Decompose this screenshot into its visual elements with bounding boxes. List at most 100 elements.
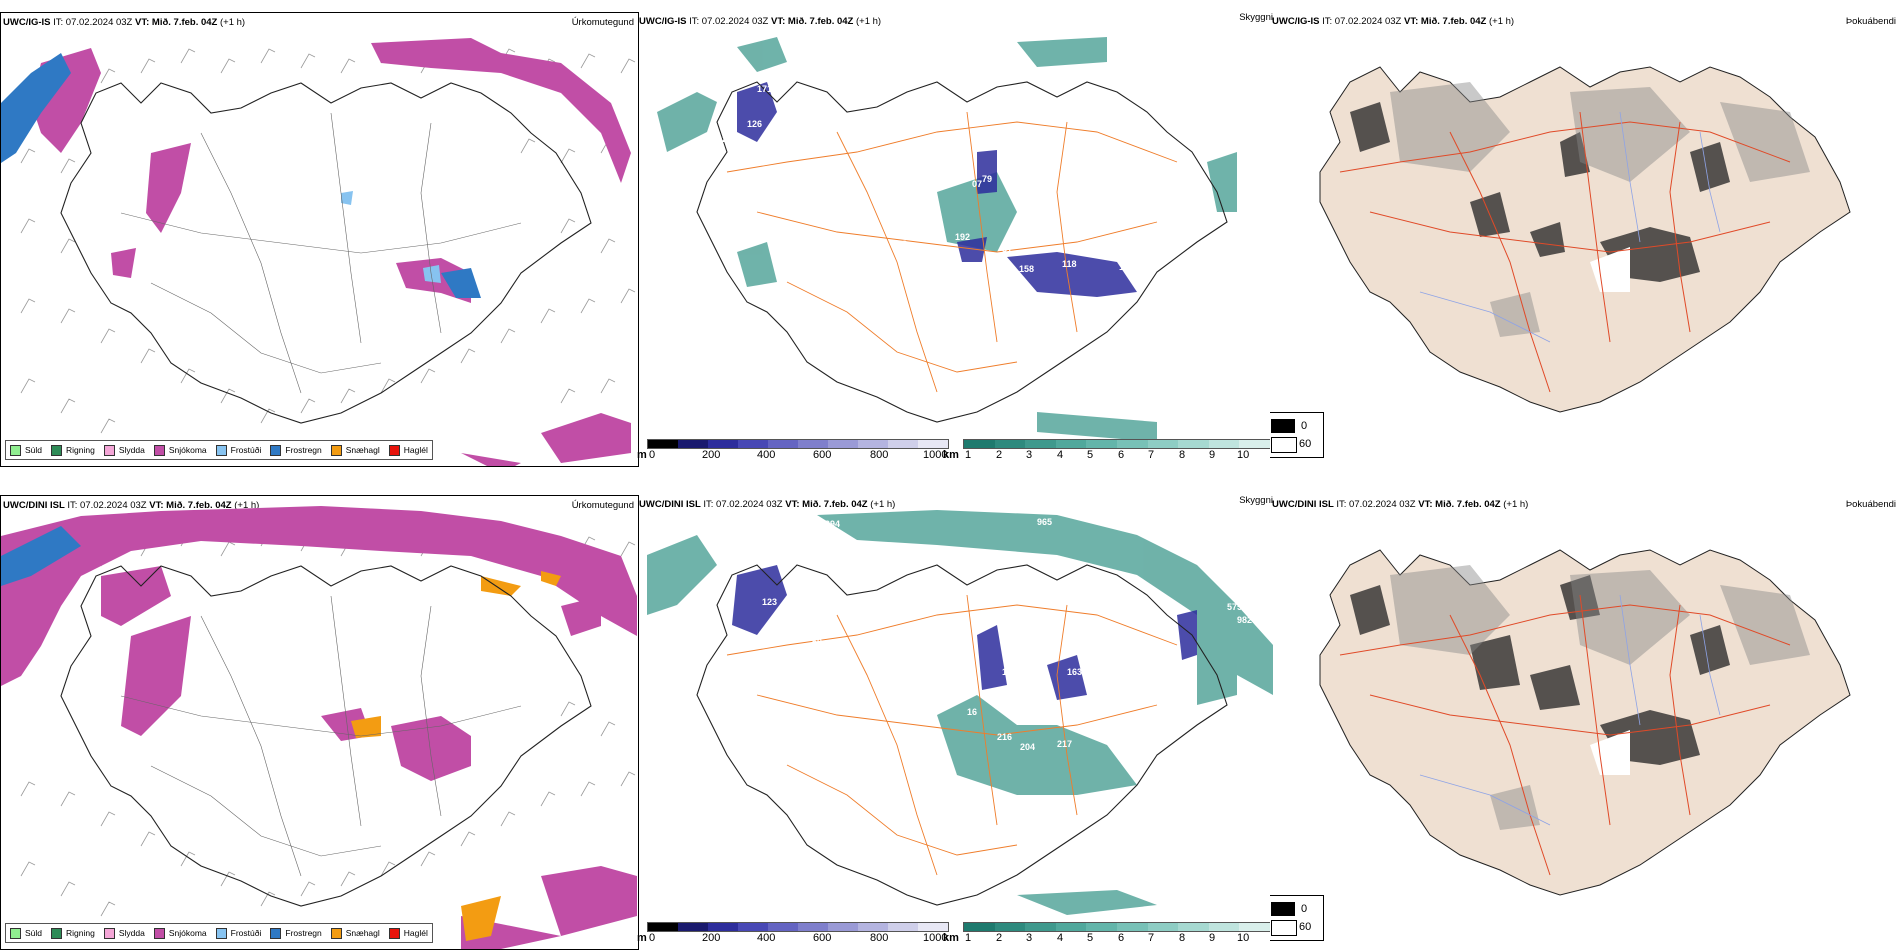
visibility-km-colorbar	[963, 439, 1271, 449]
vis-m-tick: 600	[813, 449, 832, 461]
vis-km-tick: 6	[1118, 932, 1125, 944]
row2-fog-title: UWC/DINI ISL IT: 07.02.2024 03Z VT: Mið.…	[1272, 499, 1529, 510]
legend-item: Frostregn	[270, 927, 322, 939]
freezing-rain-areas	[1, 526, 81, 586]
row2-visibility-panel: UWC/DINI ISL IT: 07.02.2024 03Z VT: Mið.…	[637, 495, 1273, 948]
vis-value: 360	[777, 69, 792, 79]
vis-km-tick: 5	[1087, 449, 1094, 461]
vis-value: 999	[737, 149, 752, 159]
vis-km-tick: 10	[1237, 449, 1250, 461]
roads-rivers	[120, 112, 522, 394]
row1-vis-title: UWC/IG-IS IT: 07.02.2024 03Z VT: Mið. 7.…	[639, 16, 882, 27]
legend-item: Snæhagl	[330, 444, 380, 456]
vis-km-tick: 5	[1087, 932, 1094, 944]
legend-item: Slydda	[103, 927, 145, 939]
row1-visibility-panel: UWC/IG-IS IT: 07.02.2024 03Z VT: Mið. 7.…	[637, 12, 1273, 465]
vis-value: 101	[767, 139, 782, 149]
iceland-outline	[60, 82, 592, 424]
legend-item: Haglél	[388, 927, 428, 939]
vis-value: 982	[1237, 615, 1252, 625]
vis-value: 118	[1062, 259, 1077, 269]
iceland-outline	[696, 564, 1228, 906]
fog-legend-high: 0	[1301, 420, 1308, 432]
vis-value: 288	[792, 662, 807, 672]
vis-m-tick: 400	[757, 932, 776, 944]
fog-legend: 0 60	[1270, 412, 1324, 458]
row1-fog-type-label: Þokuábendi	[1845, 16, 1896, 27]
wind-barbs	[20, 48, 636, 434]
vis-km-tick: 3	[1026, 932, 1033, 944]
vis-m-tick: 200	[702, 449, 721, 461]
vis-labels: 994 991 965 78 10 123 50 288 128 16 182 …	[757, 517, 1252, 917]
visibility-km-colorbar	[963, 922, 1271, 932]
iceland-outline	[60, 565, 592, 907]
row1-vis-map: 887 943 360 171 126 120 101 999 405 249 …	[657, 34, 1242, 442]
snow-areas	[1, 506, 637, 949]
vis-m-tick: 200	[702, 932, 721, 944]
vis-value: 994	[825, 519, 840, 529]
vis-km-unit: km	[943, 932, 959, 944]
vis-value: 126	[747, 119, 762, 129]
vis-value: 887	[822, 34, 837, 44]
row1-fog-map	[1319, 66, 1851, 413]
snow-pellet-areas	[351, 571, 561, 941]
precip-legend: Súld Rigning Slydda Snjókoma Frostúði Fr…	[5, 440, 433, 460]
vis-m-areas	[737, 82, 1137, 297]
freezing-rain-areas	[1, 53, 481, 298]
roads-rivers	[120, 595, 522, 877]
vis-value: 07	[972, 179, 982, 189]
row1-fog-title: UWC/IG-IS IT: 07.02.2024 03Z VT: Mið. 7.…	[1272, 16, 1515, 27]
vis-km-tick: 7	[1148, 449, 1155, 461]
road-network	[726, 111, 1178, 393]
vis-value: 115	[1137, 907, 1152, 917]
vis-km-tick: 7	[1148, 932, 1155, 944]
fog-legend-low: 60	[1299, 921, 1312, 933]
row1-precip-map	[1, 38, 636, 466]
vis-m-unit: m	[637, 932, 647, 944]
vis-km-tick: 8	[1179, 449, 1186, 461]
road-network	[1339, 111, 1791, 393]
precip-legend: Súld Rigning Slydda Snjókoma Frostúði Fr…	[5, 923, 433, 943]
vis-km-tick: 4	[1057, 449, 1064, 461]
vis-value: 965	[1037, 517, 1052, 527]
vis-km-tick: 10	[1237, 932, 1250, 944]
vis-m-tick: 1000	[923, 932, 948, 944]
vis-value: 16	[967, 707, 977, 717]
vis-m-tick: 1000	[923, 449, 948, 461]
row1-precip-type-label: Úrkomutegund	[571, 17, 634, 28]
vis-m-tick: 800	[870, 932, 889, 944]
vis-km-areas	[647, 510, 1273, 915]
road-network	[726, 594, 1178, 876]
row2-precip-panel: UWC/DINI ISL IT: 07.02.2024 03Z VT: Mið.…	[0, 495, 639, 950]
row2-fog-type-label: Þokuábendi	[1845, 499, 1896, 510]
vis-value: 991	[812, 532, 827, 542]
row2-vis-map: 994 991 965 78 10 123 50 288 128 16 182 …	[647, 510, 1273, 917]
vis-value: 123	[892, 239, 907, 249]
vis-km-tick: 1	[965, 932, 972, 944]
vis-value: 78	[757, 552, 767, 562]
vis-km-tick: 3	[1026, 449, 1033, 461]
vis-value: 204	[1020, 742, 1035, 752]
vis-value: 79	[982, 174, 992, 184]
rivers	[1419, 594, 1721, 826]
vis-value: 10	[787, 557, 797, 567]
vis-km-tick: 9	[1209, 449, 1216, 461]
snow-areas	[31, 38, 631, 466]
legend-item: Slydda	[103, 444, 145, 456]
legend-item: Frostúði	[215, 927, 261, 939]
vis-value: 194	[1115, 742, 1130, 752]
vis-km-unit: km	[943, 449, 959, 461]
vis-km-tick: 1	[965, 449, 972, 461]
vis-value: 128	[759, 699, 774, 709]
vis-value: 405	[792, 179, 807, 189]
freezing-drizzle-areas	[341, 191, 441, 283]
legend-item: Snjókoma	[153, 444, 207, 456]
vis-m-tick: 0	[649, 932, 656, 944]
vis-value: 575	[1227, 602, 1242, 612]
vis-value: 2	[1237, 124, 1242, 134]
vis-value: 182	[1002, 667, 1017, 677]
vis-m-tick: 0	[649, 449, 656, 461]
row1-visibility-type-label: Skyggni	[1239, 12, 1273, 23]
legend-item: Haglél	[388, 444, 428, 456]
vis-m-tick: 400	[757, 449, 776, 461]
